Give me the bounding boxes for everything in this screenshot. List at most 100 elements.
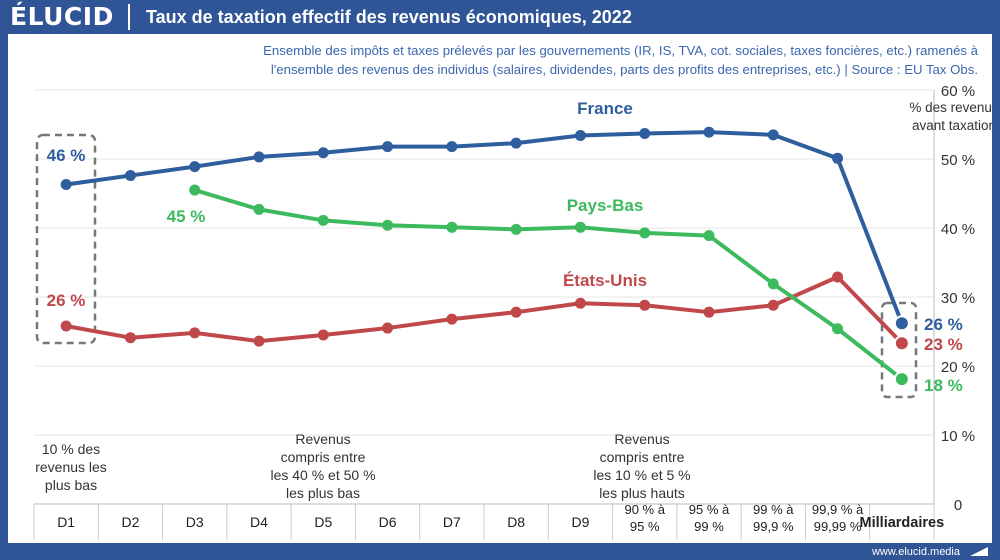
annotation-upper-deciles: les 10 % et 5 % [593,467,690,483]
series-point [510,306,522,318]
y-tick-label: 40 % [941,221,975,238]
brand-logo: ÉLUCID [10,2,114,31]
x-tick-label-line-1: 90 % à [624,502,665,517]
data-label-pays-bas-start: 45 % [167,207,206,226]
series-point [639,299,651,311]
annotation-bottom-decile: 10 % des [42,441,100,457]
series-point [703,230,715,242]
subtitle-line-2: l'ensemble des revenus des individus (sa… [270,62,978,77]
annotation-middle-deciles: Revenus [295,431,350,447]
series-point [639,127,651,139]
x-tick-label: D6 [379,514,397,530]
series-point [446,313,458,325]
series-point [893,335,910,352]
series-line [194,188,904,381]
header-divider [128,4,130,30]
series-point [253,151,265,163]
series-point [124,332,136,344]
x-tick-label: D4 [250,514,268,530]
series-point [832,323,844,335]
series-point [510,137,522,149]
series-point [189,327,201,339]
annotation-upper-deciles: les plus hauts [599,485,685,501]
series-point [510,223,522,235]
annotation-upper-deciles: Revenus [614,431,669,447]
line-chart: 0 10 % 20 % 30 % 40 % 50 % 60 %% des revenus av… [33,83,992,540]
annotation-upper-deciles: compris entre [600,449,685,465]
y-tick-label: 0 [954,497,962,514]
series-line [65,130,904,324]
x-tick-label: D7 [443,514,461,530]
series-point [703,126,715,138]
x-tick-label: Milliardaires [860,515,945,531]
x-tick-label-line-2: 99,9 % [753,519,794,534]
series-point [574,221,586,233]
series-point [574,297,586,309]
header-bar: ÉLUCID Taux de taxation effectif des rev… [0,0,1000,34]
x-tick-label: D1 [57,514,75,530]
y-tick-label: 10 % [941,428,975,445]
chart-subtitle: Ensemble des impôts et taxes prélevés pa… [78,41,978,79]
annotation-bottom-decile: plus bas [45,477,97,493]
x-tick-label: D5 [314,514,332,530]
x-tick-label: D9 [571,514,589,530]
page-title: Taux de taxation effectif des revenus éc… [146,7,632,27]
data-label-etats-unis-end: 23 % [924,335,963,354]
series-point [893,315,910,332]
y-tick-label: 50 % [941,152,975,169]
series-point [639,227,651,239]
series-point [703,306,715,318]
annotation-bottom-decile: revenus les [35,459,107,475]
x-tick-label: D2 [121,514,139,530]
series-point [767,299,779,311]
highlight-box-last [880,301,918,399]
series-point [189,184,201,196]
x-tick-label-line-1: 99 % à [753,502,794,517]
series-point [382,219,394,231]
y-tick-label: 60 % [941,83,975,100]
data-label-pays-bas-end: 18 % [924,376,963,395]
series-point [446,221,458,233]
annotation-middle-deciles: les plus bas [286,485,360,501]
series-point [189,161,201,173]
series-point [317,147,329,159]
x-tick-label: D8 [507,514,525,530]
subtitle-line-1: Ensemble des impôts et taxes prélevés pa… [263,43,978,58]
y-tick-label: 20 % [941,359,975,376]
y-tick-label: 30 % [941,290,975,307]
data-label-france-end: 26 % [924,315,963,334]
annotation-middle-deciles: compris entre [281,449,366,465]
series-point [893,371,910,388]
x-tick-label-line-2: 99,99 % [814,519,862,534]
brand-mark-icon [970,547,988,556]
x-tick-label: D3 [186,514,204,530]
x-tick-label-line-1: 99,9 % à [812,502,864,517]
series-label-pays-bas: Pays-Bas [567,196,644,215]
data-label-etats-unis-start: 26 % [47,291,86,310]
y-axis-title-line-1: % des revenus [909,100,992,115]
series-point [767,278,779,290]
annotation-middle-deciles: les 40 % et 50 % [270,467,375,483]
series-point [253,335,265,347]
y-axis-title-line-2: avant taxation [912,118,992,133]
series-point [60,320,72,332]
series-point [832,271,844,283]
x-tick-label-line-2: 99 % [694,519,724,534]
chart-panel: Ensemble des impôts et taxes prélevés pa… [8,34,992,543]
series-point [446,141,458,153]
highlight-box-first [35,133,97,345]
series-point [832,152,844,164]
series-label-etats-unis: États-Unis [563,271,647,290]
series-point [767,129,779,141]
series-point [382,141,394,153]
series-point [124,170,136,182]
series-point [574,130,586,142]
series-line [65,274,904,345]
series-point [60,179,72,191]
data-label-france-start: 46 % [47,146,86,165]
footer-url[interactable]: www.elucid.media [871,546,960,558]
series-point [382,322,394,334]
series-point [317,329,329,341]
x-tick-label-line-1: 95 % à [689,502,730,517]
series-label-france: France [577,99,633,118]
